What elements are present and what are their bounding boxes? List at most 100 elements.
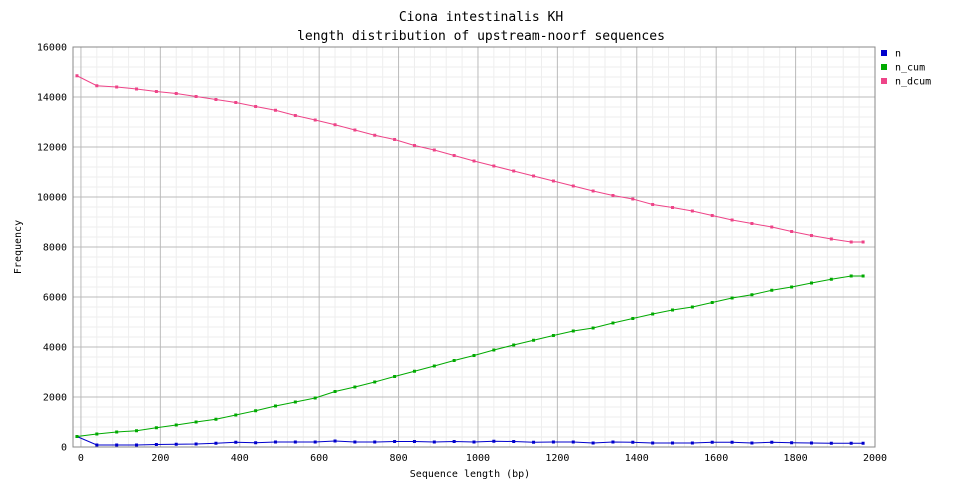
chart-subtitle: length distribution of upstream-noorf se…	[297, 29, 665, 44]
data-point-n_dcum	[154, 90, 158, 93]
y-tick-label: 10000	[37, 193, 67, 204]
data-point-n	[95, 443, 99, 447]
data-point-n	[254, 441, 258, 445]
data-point-n_dcum	[273, 108, 277, 112]
data-point-n_cum	[571, 329, 575, 333]
series-layer	[75, 74, 865, 447]
data-point-n_cum	[651, 312, 655, 316]
data-point-n_dcum	[115, 85, 119, 89]
x-axis-ticks: 0 200 400 600 800 1000 1200 1400 1600 1800 2000	[78, 453, 887, 464]
data-point-n_dcum	[690, 209, 694, 213]
x-tick-label: 200	[151, 453, 169, 464]
data-point-n_dcum	[75, 74, 79, 78]
data-point-n_cum	[214, 417, 218, 421]
data-point-n_dcum	[651, 203, 655, 206]
legend: n n_cum n_dcum	[881, 49, 931, 88]
data-point-n	[829, 441, 833, 445]
data-point-n	[293, 440, 297, 444]
x-tick-label: 1800	[784, 453, 808, 464]
data-point-n_dcum	[532, 174, 536, 178]
data-point-n	[412, 440, 416, 443]
data-point-n_dcum	[829, 237, 833, 241]
legend-label-n: n	[895, 49, 901, 60]
data-point-n	[571, 440, 575, 444]
data-point-n_cum	[333, 390, 337, 393]
data-point-n_dcum	[353, 128, 357, 132]
data-point-n	[690, 441, 694, 445]
data-point-n_cum	[631, 317, 635, 320]
y-axis-ticks: 0 2000 4000 6000 8000 10000 12000 14000 16000	[37, 43, 67, 454]
data-point-n_dcum	[432, 148, 436, 152]
data-point-n_cum	[861, 274, 865, 278]
x-tick-label: 1000	[466, 453, 490, 464]
x-tick-label: 400	[231, 453, 249, 464]
data-point-n_dcum	[861, 240, 865, 244]
data-point-n	[611, 440, 615, 444]
legend-marker-n	[881, 50, 887, 56]
data-point-n_dcum	[571, 184, 575, 188]
data-point-n_cum	[829, 277, 833, 281]
data-point-n	[849, 441, 853, 445]
data-point-n	[452, 440, 456, 443]
data-point-n_cum	[710, 301, 714, 304]
data-point-n	[512, 440, 516, 443]
data-point-n_dcum	[472, 159, 476, 163]
data-point-n	[194, 442, 198, 446]
data-point-n	[790, 441, 794, 445]
data-point-n_dcum	[174, 92, 178, 95]
data-point-n	[393, 440, 397, 443]
data-point-n_dcum	[770, 225, 774, 229]
data-point-n_dcum	[790, 230, 794, 233]
data-point-n	[770, 440, 774, 444]
data-point-n	[551, 440, 555, 444]
data-point-n_cum	[373, 380, 377, 384]
data-point-n_dcum	[373, 133, 377, 137]
data-point-n_cum	[273, 404, 277, 408]
data-point-n	[313, 440, 317, 444]
data-point-n_dcum	[95, 84, 99, 88]
x-tick-label: 600	[310, 453, 328, 464]
data-point-n_dcum	[551, 179, 555, 183]
data-point-n	[631, 440, 635, 444]
data-point-n_cum	[849, 274, 853, 278]
data-point-n_dcum	[611, 194, 615, 197]
data-point-n_cum	[690, 305, 694, 309]
data-point-n	[730, 440, 734, 444]
chart-title: Ciona intestinalis KH	[399, 10, 563, 25]
data-point-n	[373, 440, 377, 444]
data-point-n	[750, 441, 754, 445]
data-point-n_cum	[770, 288, 774, 292]
data-point-n_cum	[313, 396, 317, 400]
x-tick-label: 1600	[704, 453, 728, 464]
data-point-n_dcum	[591, 189, 595, 193]
data-point-n	[115, 443, 119, 447]
y-tick-label: 6000	[43, 293, 67, 304]
x-tick-label: 1400	[625, 453, 649, 464]
data-point-n_cum	[115, 430, 119, 434]
data-point-n_cum	[154, 426, 158, 430]
data-point-n	[333, 439, 337, 443]
y-tick-label: 0	[61, 443, 67, 454]
data-point-n_dcum	[194, 95, 198, 98]
data-point-n	[809, 441, 813, 445]
data-point-n	[861, 441, 865, 445]
data-point-n_cum	[234, 413, 238, 417]
data-point-n_cum	[412, 369, 416, 373]
data-point-n	[135, 443, 139, 447]
data-point-n_cum	[790, 285, 794, 289]
data-point-n	[174, 442, 178, 446]
data-point-n_dcum	[313, 118, 317, 122]
data-point-n	[273, 440, 277, 444]
data-point-n_dcum	[631, 197, 635, 201]
legend-label-n_cum: n_cum	[895, 63, 925, 74]
data-point-n_dcum	[412, 144, 416, 147]
data-point-n	[492, 439, 496, 443]
data-point-n_cum	[730, 296, 734, 300]
legend-marker-n_dcum	[881, 78, 887, 84]
data-point-n_dcum	[671, 206, 675, 209]
data-point-n_cum	[512, 343, 516, 347]
data-point-n_dcum	[750, 222, 754, 225]
x-axis-label: Sequence length (bp)	[410, 469, 530, 480]
data-point-n	[591, 441, 595, 445]
